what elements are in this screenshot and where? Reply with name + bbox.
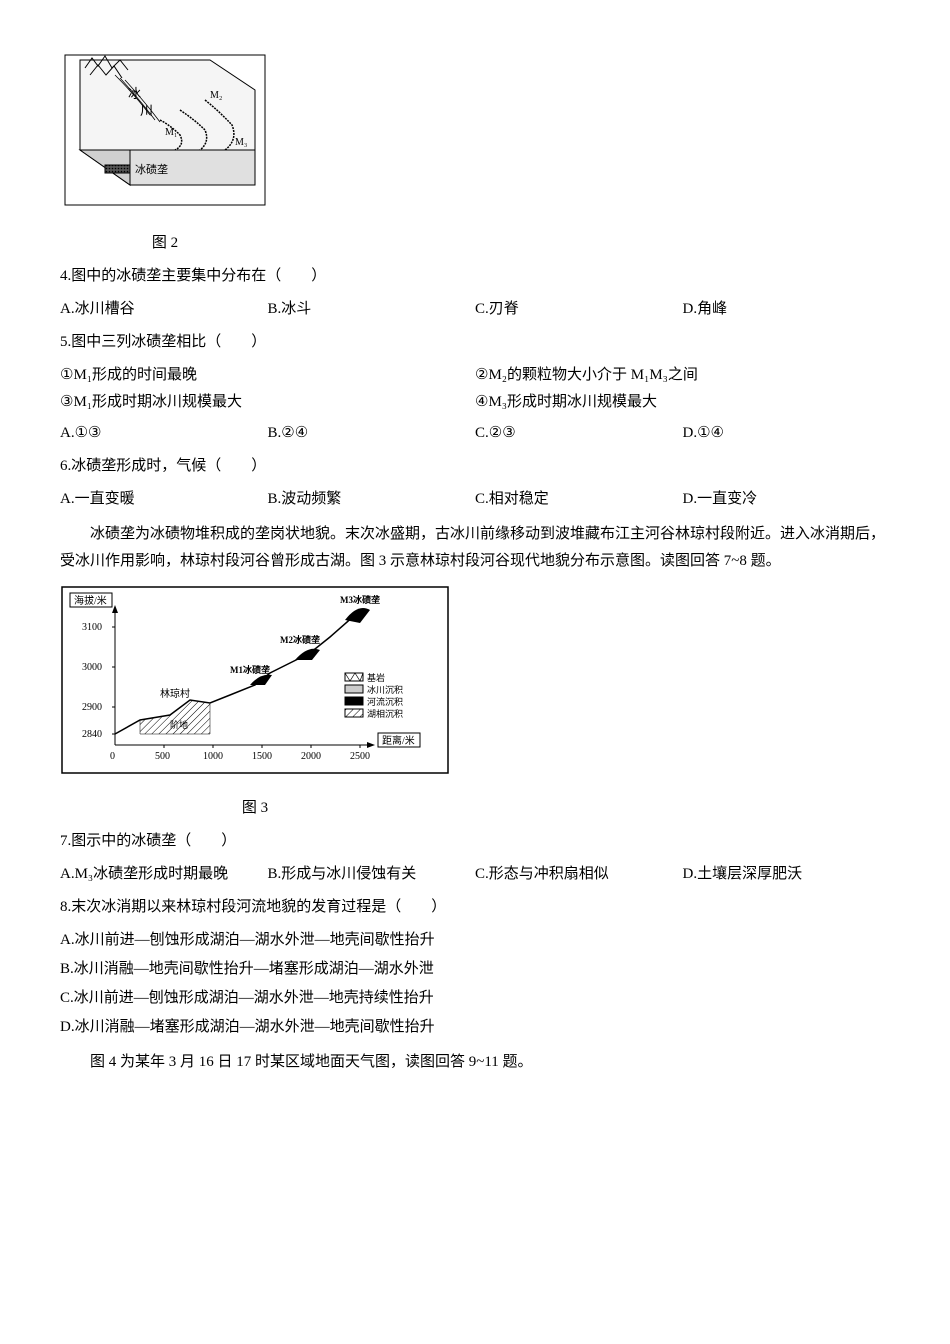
- question-5-stem: 5.图中三列冰碛垄相比（ ）: [60, 329, 890, 356]
- q6-opt-b: B.波动频繁: [268, 486, 476, 513]
- svg-text:冰碛垄: 冰碛垄: [135, 162, 168, 176]
- svg-text:冰川沉积: 冰川沉积: [367, 684, 403, 695]
- q4-opt-c: C.刃脊: [475, 296, 683, 323]
- svg-text:川: 川: [140, 103, 153, 118]
- q5-opt-a: A.①③: [60, 420, 268, 447]
- q8-opt-a: A.冰川前进—刨蚀形成湖泊—湖水外泄—地壳间歇性抬升: [60, 927, 890, 954]
- svg-text:M₁: M₁: [165, 127, 177, 138]
- svg-text:3000: 3000: [82, 662, 102, 673]
- figure-2: 冰 川 M₁ M₂ M₃ 冰碛垄: [60, 50, 890, 220]
- q8-opt-c: C.冰川前进—刨蚀形成湖泊—湖水外泄—地壳持续性抬升: [60, 985, 890, 1012]
- svg-text:基岩: 基岩: [367, 672, 385, 683]
- q5-s1: ①M₁形成的时间最晚: [60, 362, 475, 389]
- svg-text:0: 0: [110, 751, 115, 762]
- q8-opt-d: D.冰川消融—堵塞形成湖泊—湖水外泄—地壳间歇性抬升: [60, 1014, 890, 1041]
- svg-text:阶地: 阶地: [170, 719, 188, 730]
- figure-3: 海拔/米 3100 3000 2900 2840 0 500 1000 1500…: [60, 585, 890, 785]
- question-7-stem: 7.图示中的冰碛垄（ ）: [60, 828, 890, 855]
- svg-text:1500: 1500: [252, 751, 272, 762]
- svg-text:海拔/米: 海拔/米: [74, 594, 107, 607]
- figure-3-svg: 海拔/米 3100 3000 2900 2840 0 500 1000 1500…: [60, 585, 450, 775]
- q6-opt-d: D.一直变冷: [683, 486, 891, 513]
- svg-text:M2冰碛垄: M2冰碛垄: [280, 634, 320, 645]
- q5-opt-b: B.②④: [268, 420, 476, 447]
- svg-text:河流沉积: 河流沉积: [367, 696, 403, 707]
- q4-opt-b: B.冰斗: [268, 296, 476, 323]
- question-6-options: A.一直变暖 B.波动频繁 C.相对稳定 D.一直变冷: [60, 486, 890, 513]
- question-7-options: A.M₃冰碛垄形成时期最晚 B.形成与冰川侵蚀有关 C.形态与冲积扇相似 D.土…: [60, 861, 890, 888]
- question-5-options: A.①③ B.②④ C.②③ D.①④: [60, 420, 890, 447]
- svg-text:M1冰碛垄: M1冰碛垄: [230, 664, 270, 675]
- question-4-options: A.冰川槽谷 B.冰斗 C.刃脊 D.角峰: [60, 296, 890, 323]
- figure-3-caption: 图 3: [60, 795, 450, 822]
- svg-text:1000: 1000: [203, 751, 223, 762]
- svg-text:M₃: M₃: [235, 137, 247, 148]
- svg-text:冰: 冰: [128, 86, 141, 101]
- figure-2-caption: 图 2: [60, 230, 270, 257]
- q7-opt-d: D.土壤层深厚肥沃: [683, 861, 891, 888]
- figure-2-svg: 冰 川 M₁ M₂ M₃ 冰碛垄: [60, 50, 270, 210]
- passage-2: 冰碛垄为冰碛物堆积成的垄岗状地貌。末次冰盛期，古冰川前缘移动到波堆藏布江主河谷林…: [60, 521, 890, 575]
- q5-s3: ③M₁形成时期冰川规模最大: [60, 389, 475, 416]
- svg-text:M₂: M₂: [210, 90, 222, 101]
- q6-opt-c: C.相对稳定: [475, 486, 683, 513]
- question-4-stem: 4.图中的冰碛垄主要集中分布在（ ）: [60, 263, 890, 290]
- svg-text:2900: 2900: [82, 702, 102, 713]
- question-5-statements: ①M₁形成的时间最晚 ②M₂的颗粒物大小介于 M₁M₃之间 ③M₁形成时期冰川规…: [60, 362, 890, 416]
- q5-opt-d: D.①④: [683, 420, 891, 447]
- svg-text:500: 500: [155, 751, 170, 762]
- q7-opt-b: B.形成与冰川侵蚀有关: [268, 861, 476, 888]
- q7-opt-c: C.形态与冲积扇相似: [475, 861, 683, 888]
- question-6-stem: 6.冰碛垄形成时，气候（ ）: [60, 453, 890, 480]
- svg-text:距离/米: 距离/米: [382, 734, 415, 747]
- svg-text:3100: 3100: [82, 622, 102, 633]
- q5-opt-c: C.②③: [475, 420, 683, 447]
- q5-s4: ④M₃形成时期冰川规模最大: [475, 389, 890, 416]
- svg-text:2000: 2000: [301, 751, 321, 762]
- q8-opt-b: B.冰川消融—地壳间歇性抬升—堵塞形成湖泊—湖水外泄: [60, 956, 890, 983]
- question-8-stem: 8.末次冰消期以来林琼村段河流地貌的发育过程是（ ）: [60, 894, 890, 921]
- q4-opt-d: D.角峰: [683, 296, 891, 323]
- passage-3: 图 4 为某年 3 月 16 日 17 时某区域地面天气图，读图回答 9~11 …: [60, 1049, 890, 1076]
- svg-text:2500: 2500: [350, 751, 370, 762]
- svg-text:2840: 2840: [82, 729, 102, 740]
- svg-text:林琼村: 林琼村: [160, 687, 190, 700]
- q6-opt-a: A.一直变暖: [60, 486, 268, 513]
- q5-s2: ②M₂的颗粒物大小介于 M₁M₃之间: [475, 362, 890, 389]
- question-8-options: A.冰川前进—刨蚀形成湖泊—湖水外泄—地壳间歇性抬升 B.冰川消融—地壳间歇性抬…: [60, 927, 890, 1041]
- svg-text:湖相沉积: 湖相沉积: [367, 708, 403, 719]
- q4-opt-a: A.冰川槽谷: [60, 296, 268, 323]
- q7-opt-a: A.M₃冰碛垄形成时期最晚: [60, 861, 268, 888]
- svg-text:M3冰碛垄: M3冰碛垄: [340, 594, 380, 605]
